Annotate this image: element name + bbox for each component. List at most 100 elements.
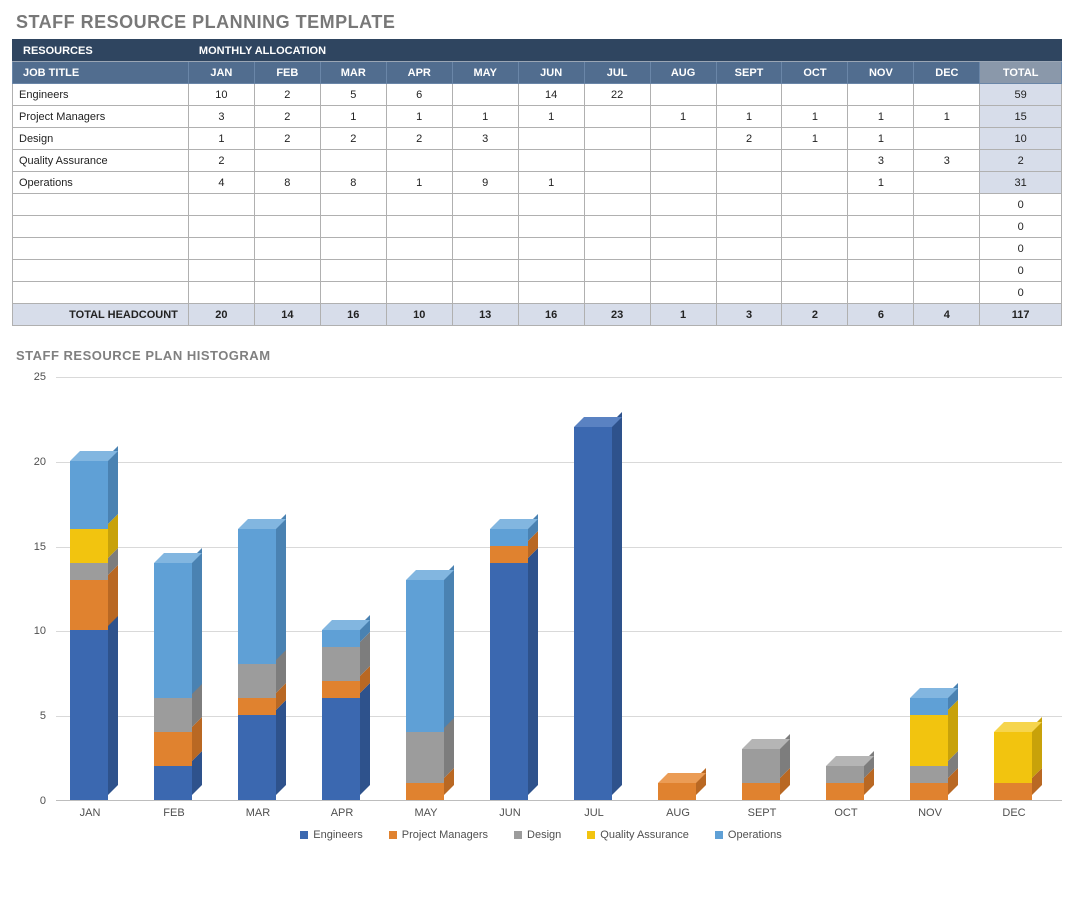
data-cell: 1: [848, 106, 914, 128]
data-cell: [914, 282, 980, 304]
legend-item: Design: [514, 829, 561, 841]
header-month: JUL: [584, 62, 650, 84]
footer-cell: 10: [386, 304, 452, 326]
bar-segment: [406, 732, 444, 783]
y-tick-label: 10: [34, 625, 46, 637]
job-title-cell: Operations: [13, 172, 189, 194]
data-cell: 9: [452, 172, 518, 194]
data-cell: [584, 260, 650, 282]
data-cell: [914, 216, 980, 238]
data-cell: 1: [386, 106, 452, 128]
row-total-cell: 0: [980, 216, 1062, 238]
data-cell: 3: [848, 150, 914, 172]
data-cell: 1: [452, 106, 518, 128]
data-cell: [386, 260, 452, 282]
data-cell: 6: [386, 84, 452, 106]
footer-cell: 20: [188, 304, 254, 326]
row-total-cell: 15: [980, 106, 1062, 128]
legend-label: Quality Assurance: [600, 829, 689, 841]
table-header-row1: RESOURCES MONTHLY ALLOCATION: [13, 40, 1062, 62]
data-cell: [650, 194, 716, 216]
bar-segment: [322, 698, 360, 800]
footer-cell: 4: [914, 304, 980, 326]
data-cell: 3: [452, 128, 518, 150]
data-cell: 2: [320, 128, 386, 150]
x-axis-label: JAN: [55, 807, 125, 819]
footer-cell: 1: [650, 304, 716, 326]
x-axis-label: MAR: [223, 807, 293, 819]
legend-item: Quality Assurance: [587, 829, 689, 841]
legend-item: Engineers: [300, 829, 363, 841]
x-axis-label: MAY: [391, 807, 461, 819]
data-cell: [452, 194, 518, 216]
data-cell: [188, 260, 254, 282]
page-title: STAFF RESOURCE PLANNING TEMPLATE: [16, 12, 1062, 33]
data-cell: [518, 282, 584, 304]
x-axis-label: AUG: [643, 807, 713, 819]
data-cell: [914, 172, 980, 194]
job-title-cell: [13, 238, 189, 260]
data-cell: [914, 128, 980, 150]
data-cell: [386, 150, 452, 172]
data-cell: [254, 150, 320, 172]
chart-area: 0510152025 JANFEBMARAPRMAYJUNJULAUGSEPTO…: [16, 371, 1066, 841]
data-cell: 22: [584, 84, 650, 106]
data-cell: [650, 128, 716, 150]
chart-title: STAFF RESOURCE PLAN HISTOGRAM: [16, 348, 1062, 363]
table-header-row2: JOB TITLE JAN FEB MAR APR MAY JUN JUL AU…: [13, 62, 1062, 84]
bar-segment: [154, 698, 192, 732]
data-cell: 8: [320, 172, 386, 194]
data-cell: [782, 172, 848, 194]
data-cell: [782, 238, 848, 260]
bar-segment: [490, 563, 528, 800]
data-cell: [386, 282, 452, 304]
x-axis-label: DEC: [979, 807, 1049, 819]
data-cell: [716, 150, 782, 172]
data-cell: 1: [518, 106, 584, 128]
data-cell: [518, 128, 584, 150]
y-tick-label: 20: [34, 456, 46, 468]
data-cell: [386, 238, 452, 260]
header-month: MAR: [320, 62, 386, 84]
legend-swatch: [715, 831, 723, 839]
row-total-cell: 31: [980, 172, 1062, 194]
data-cell: 10: [188, 84, 254, 106]
data-cell: [782, 150, 848, 172]
header-resources: RESOURCES: [13, 40, 189, 62]
bar-segment: [406, 580, 444, 733]
header-month: JUN: [518, 62, 584, 84]
bar-segment: [238, 529, 276, 665]
legend-label: Engineers: [313, 829, 363, 841]
data-cell: 1: [188, 128, 254, 150]
data-cell: [254, 194, 320, 216]
bar-segment: [490, 546, 528, 563]
data-cell: 3: [914, 150, 980, 172]
data-cell: 1: [320, 106, 386, 128]
footer-label: TOTAL HEADCOUNT: [13, 304, 189, 326]
data-cell: [584, 106, 650, 128]
legend-swatch: [300, 831, 308, 839]
header-month: MAY: [452, 62, 518, 84]
header-month: NOV: [848, 62, 914, 84]
data-cell: [848, 282, 914, 304]
data-cell: [518, 150, 584, 172]
data-cell: [848, 84, 914, 106]
data-cell: [452, 260, 518, 282]
bar-segment: [742, 749, 780, 783]
y-axis: 0510152025: [16, 371, 52, 801]
data-cell: [452, 84, 518, 106]
data-cell: 1: [716, 106, 782, 128]
table-row: 0: [13, 238, 1062, 260]
data-cell: 1: [782, 106, 848, 128]
y-tick-label: 15: [34, 541, 46, 553]
bar-segment: [322, 647, 360, 681]
table-row: 0: [13, 282, 1062, 304]
row-total-cell: 10: [980, 128, 1062, 150]
job-title-cell: [13, 216, 189, 238]
footer-cell: 6: [848, 304, 914, 326]
table-row: Project Managers3211111111115: [13, 106, 1062, 128]
data-cell: 1: [782, 128, 848, 150]
bar-segment: [70, 461, 108, 529]
bar-segment: [70, 580, 108, 631]
data-cell: 2: [716, 128, 782, 150]
